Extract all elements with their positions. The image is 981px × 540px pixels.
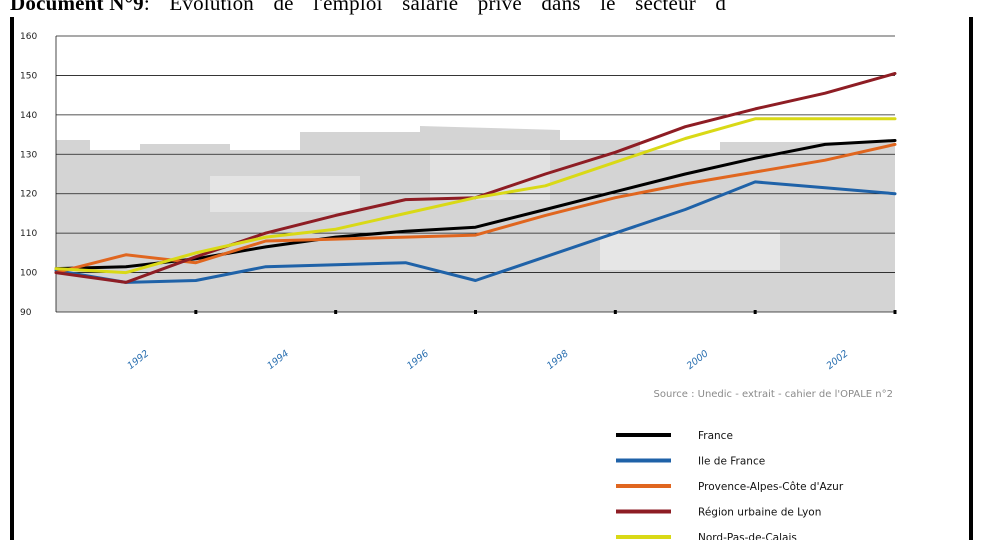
series-line bbox=[54, 180, 897, 284]
y-tick-label: 140 bbox=[20, 111, 37, 121]
legend-label: Nord-Pas-de-Calais bbox=[698, 532, 797, 540]
source-note: Source : Unedic - extrait - cahier de l'… bbox=[654, 389, 893, 400]
y-tick-label: 110 bbox=[20, 229, 37, 239]
y-axis-ticks: 90 100 110 120 130 140 150 160 bbox=[20, 32, 37, 318]
legend: France Ile de France Provence-Alpes-Côte d… bbox=[616, 430, 844, 540]
legend-label: Ile de France bbox=[698, 456, 765, 468]
y-tick-label: 120 bbox=[20, 190, 37, 200]
x-tick-label: 1994 bbox=[265, 348, 291, 372]
y-tick-label: 100 bbox=[20, 269, 37, 279]
x-tick-label: 2002 bbox=[825, 348, 851, 372]
legend-label: Provence-Alpes-Côte d'Azur bbox=[698, 481, 844, 493]
legend-label: Région urbaine de Lyon bbox=[698, 507, 821, 519]
x-tick-label: 1998 bbox=[545, 348, 571, 372]
x-tick-mark bbox=[194, 310, 198, 314]
x-tick-mark bbox=[753, 310, 757, 314]
series-lines bbox=[54, 72, 897, 284]
document-frame bbox=[10, 17, 973, 540]
building-window-band bbox=[600, 230, 780, 270]
x-tick-label: 1996 bbox=[405, 348, 431, 372]
y-tick-label: 130 bbox=[20, 150, 37, 160]
y-tick-label: 150 bbox=[20, 71, 37, 81]
x-tick-label: 1992 bbox=[125, 348, 151, 372]
y-tick-label: 90 bbox=[20, 308, 32, 318]
legend-label: France bbox=[698, 430, 733, 442]
x-tick-mark bbox=[893, 310, 897, 314]
x-tick-mark bbox=[474, 310, 477, 314]
x-tick-label: 2000 bbox=[685, 348, 711, 372]
document-number: Document N°9 bbox=[10, 0, 144, 15]
document-heading: Document N°9: Evolution de l'emploi sala… bbox=[10, 0, 981, 17]
document-title: : Evolution de l'emploi salarié privé da… bbox=[143, 0, 727, 15]
series-line bbox=[54, 139, 897, 271]
x-tick-mark bbox=[613, 310, 617, 314]
series-line bbox=[54, 142, 897, 275]
x-axis-ticks: 1992 1994 1996 1998 2000 2002 bbox=[125, 310, 897, 372]
series-line bbox=[54, 117, 897, 275]
y-tick-label: 160 bbox=[20, 32, 37, 42]
x-tick-mark bbox=[334, 310, 338, 314]
